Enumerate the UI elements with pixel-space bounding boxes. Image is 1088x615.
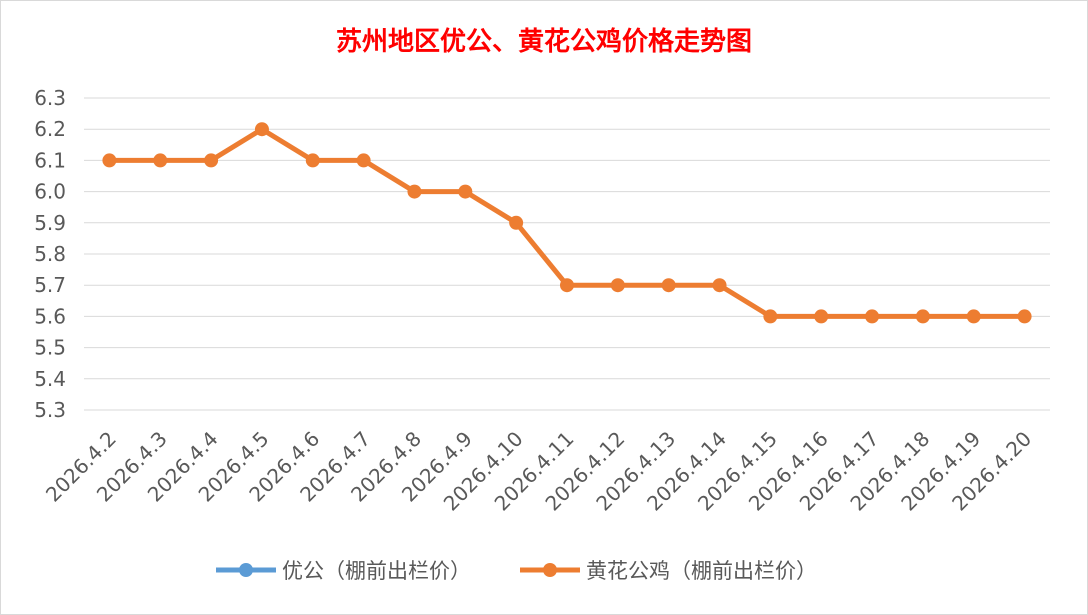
- y-tick-label: 6.3: [34, 86, 66, 110]
- y-tick-label: 5.5: [34, 336, 66, 360]
- data-point: [204, 153, 219, 168]
- data-point: [407, 184, 422, 199]
- data-point: [1017, 309, 1032, 324]
- data-point: [966, 309, 981, 324]
- data-point: [763, 309, 778, 324]
- y-tick-label: 6.0: [34, 180, 66, 204]
- x-axis-ticks: 2026.4.22026.4.32026.4.42026.4.52026.4.6…: [41, 427, 1036, 516]
- y-tick-label: 5.3: [34, 398, 66, 422]
- series-layer: [102, 122, 1032, 324]
- data-point: [915, 309, 930, 324]
- legend-marker: [543, 563, 557, 577]
- grid-lines: [84, 97, 1050, 411]
- y-tick-label: 5.4: [34, 367, 66, 391]
- data-point: [254, 122, 269, 137]
- data-point: [865, 309, 880, 324]
- data-point: [102, 153, 117, 168]
- y-tick-label: 6.1: [34, 148, 66, 172]
- data-point: [814, 309, 829, 324]
- data-point: [610, 278, 625, 293]
- legend-label: 黄花公鸡（棚前出栏价）: [586, 559, 817, 583]
- data-point: [560, 278, 574, 293]
- data-point: [356, 153, 371, 168]
- y-tick-label: 5.6: [34, 304, 66, 328]
- data-point: [153, 153, 168, 168]
- legend: 优公（棚前出栏价） 黄花公鸡（棚前出栏价）: [216, 559, 817, 583]
- y-tick-label: 5.9: [34, 211, 66, 235]
- y-tick-label: 5.8: [34, 242, 66, 266]
- y-axis-ticks: 5.3 5.4 5.5 5.6 5.7 5.8 5.9 6.0 6.1 6.2 6.3: [34, 86, 66, 422]
- data-point: [458, 184, 473, 199]
- y-tick-label: 5.7: [34, 273, 66, 297]
- chart-title: 苏州地区优公、黄花公鸡价格走势图: [336, 26, 752, 57]
- legend-label: 优公（棚前出栏价）: [282, 559, 471, 583]
- data-point: [661, 278, 676, 293]
- legend-marker: [239, 563, 253, 577]
- y-tick-label: 6.2: [34, 117, 66, 141]
- data-point: [509, 215, 524, 230]
- data-point: [712, 278, 727, 293]
- data-point: [305, 153, 320, 168]
